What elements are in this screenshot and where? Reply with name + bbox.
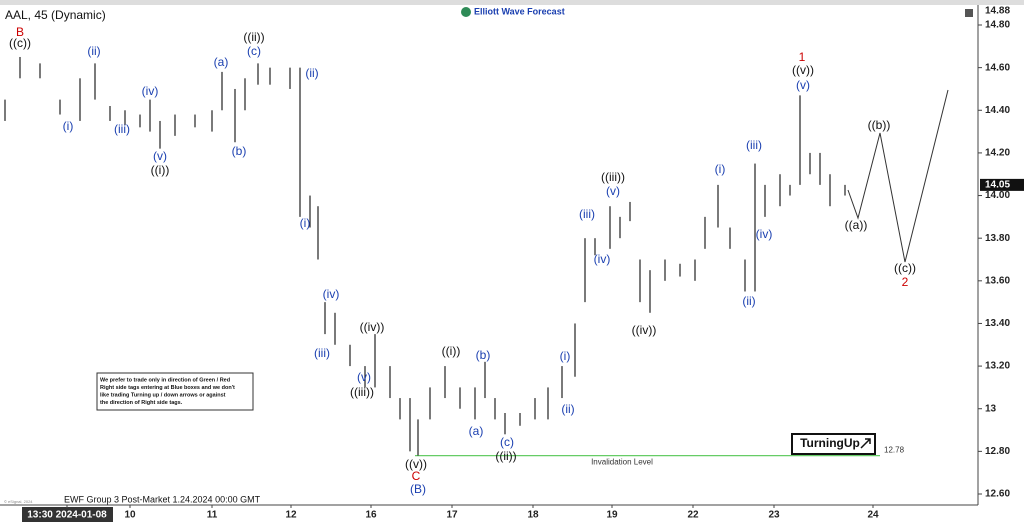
price-label: 14.05 (985, 180, 1010, 191)
y-tick-label: 13.80 (985, 233, 1010, 244)
wave-label: (ii) (87, 44, 100, 58)
y-tick-label: 14.00 (985, 190, 1010, 201)
wave-label: (iii) (314, 346, 330, 360)
wave-label: (i) (63, 119, 74, 133)
chart-title: AAL, 45 (Dynamic) (5, 8, 106, 22)
wave-label: (iii) (746, 138, 762, 152)
x-tick-label: 23 (768, 510, 780, 521)
wave-label: (i) (715, 162, 726, 176)
y-tick-label: 13.20 (985, 361, 1010, 372)
badge-box (791, 433, 876, 455)
wave-label: ((v)) (792, 63, 814, 77)
note-line: We prefer to trade only in direction of … (100, 377, 230, 383)
wave-label: (iv) (594, 252, 611, 266)
wave-label: (v) (606, 184, 620, 198)
wave-label: (v) (153, 149, 167, 163)
x-tick-label: 22 (687, 510, 699, 521)
wave-label: ((ii)) (243, 30, 264, 44)
y-tick-label: 12.80 (985, 446, 1010, 457)
wave-label: (iv) (756, 227, 773, 241)
wave-label: ((ii)) (495, 449, 516, 463)
wave-label: ((iii)) (350, 385, 374, 399)
note-line: Right side tags entering at Blue boxes a… (100, 385, 235, 391)
wave-label: (iv) (323, 287, 340, 301)
copyright: © eSignal, 2024 (4, 499, 33, 504)
footer: EWF Group 3 Post-Market 1.24.2024 00:00 … (64, 494, 261, 504)
logo-icon (461, 7, 471, 17)
wave-label: (b) (476, 348, 491, 362)
note-line: like trading Turning up / down arrows or… (100, 392, 226, 398)
price-label-box (980, 5, 1024, 17)
wave-label: (iii) (114, 122, 130, 136)
y-tick-label: 13 (985, 403, 997, 414)
wave-label: (iii) (579, 207, 595, 221)
wave-label: (v) (357, 370, 371, 384)
badge: TurningUp (800, 436, 860, 450)
y-tick-label: 13.40 (985, 318, 1010, 329)
x-tick-label: 13:30 2024-01-08 (27, 510, 107, 521)
wave-label: ((c)) (894, 261, 916, 275)
y-tick-label: 14.60 (985, 62, 1010, 73)
wave-label: ((iv)) (632, 323, 657, 337)
wave-label: (c) (500, 435, 514, 449)
wave-label: (B) (410, 482, 426, 496)
wave-label: (b) (232, 144, 247, 158)
price-label: 14.88 (985, 6, 1010, 17)
projection-path (847, 89, 949, 263)
wave-label: (ii) (561, 402, 574, 416)
x-tick-label: 17 (446, 510, 458, 521)
x-tick-label: 11 (207, 510, 218, 521)
wave-label: ((iv)) (360, 320, 385, 334)
wave-label: B (16, 25, 24, 39)
wave-label: (v) (796, 78, 810, 92)
price-label-box (980, 178, 1024, 191)
x-tick-label: 24 (867, 510, 879, 521)
x-tick-label: 19 (606, 510, 618, 521)
y-tick-label: 14.20 (985, 148, 1010, 159)
x-label-box (22, 507, 113, 522)
wave-label: (ii) (742, 294, 755, 308)
wave-label: C (412, 469, 421, 483)
wave-label: ((i)) (442, 344, 461, 358)
invalidation-label: Invalidation Level (591, 458, 653, 467)
wave-label: ((iii)) (601, 170, 625, 184)
wave-label: ((v)) (405, 457, 427, 471)
x-tick-label: 18 (527, 510, 539, 521)
wave-label: (c) (247, 44, 261, 58)
wave-label: 1 (799, 50, 806, 64)
badge-arrow (860, 438, 871, 449)
icon (965, 9, 973, 17)
wave-label: (i) (560, 349, 571, 363)
wave-label: (i) (300, 216, 311, 230)
y-tick-label: 14.80 (985, 20, 1010, 31)
top-bar (0, 0, 1024, 5)
note-box (96, 372, 254, 411)
x-tick-label: 10 (124, 510, 136, 521)
wave-label: (a) (469, 424, 484, 438)
wave-label: ((c)) (9, 36, 31, 50)
y-tick-label: 14.40 (985, 105, 1010, 116)
wave-label: ((b)) (868, 118, 891, 132)
wave-label: (ii) (305, 66, 318, 80)
wave-label: ((i)) (151, 163, 170, 177)
wave-label: (iv) (142, 84, 159, 98)
invalidation-value: 12.78 (884, 446, 905, 455)
note-line: the direction of Right side tags. (100, 400, 183, 406)
logo: Elliott Wave Forecast (474, 6, 565, 16)
wave-label: 2 (902, 275, 909, 289)
wave-label: ((a)) (845, 218, 868, 232)
y-tick-label: 13.60 (985, 275, 1010, 286)
wave-label: (a) (214, 55, 229, 69)
y-tick-label: 12.60 (985, 489, 1010, 500)
x-tick-label: 12 (285, 510, 297, 521)
x-tick-label: 16 (365, 510, 377, 521)
